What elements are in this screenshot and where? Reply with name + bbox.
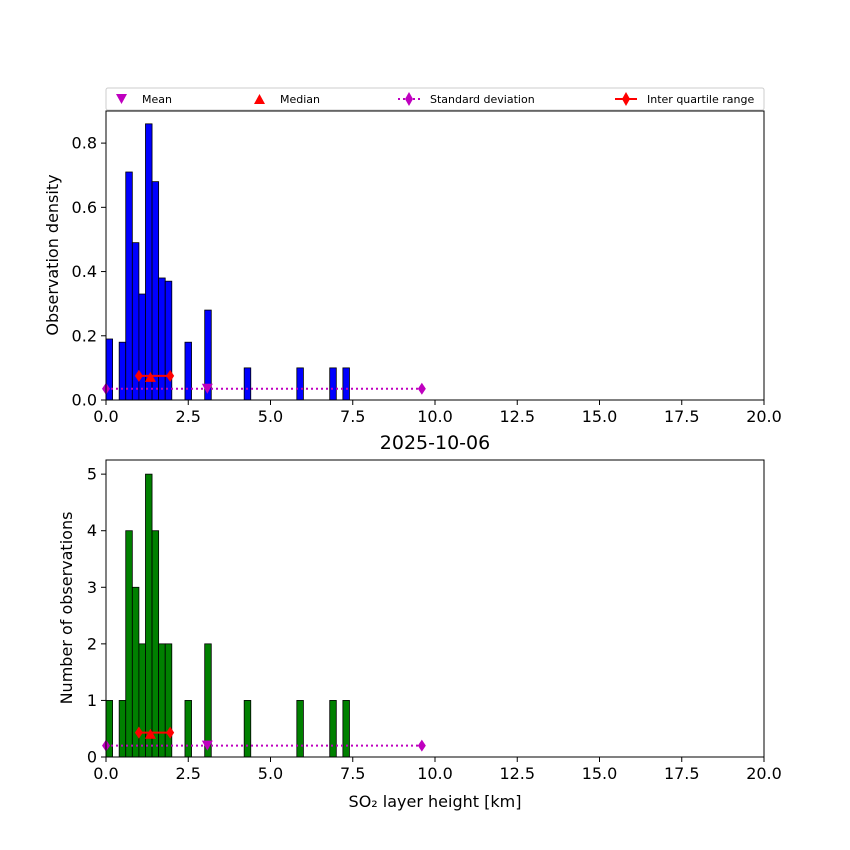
mean-marker-icon bbox=[116, 94, 127, 104]
bottom-ytick-label-1: 1 bbox=[87, 691, 97, 710]
top-bar-1 bbox=[118, 341, 127, 401]
legend-label-iqr: Inter quartile range bbox=[647, 93, 754, 106]
top-median-marker bbox=[144, 371, 156, 382]
top-bar-11 bbox=[243, 367, 252, 401]
top-bar-7 bbox=[158, 277, 166, 401]
bottom-xtick-label-3: 7.5 bbox=[340, 764, 365, 783]
bottom-bar-8 bbox=[164, 643, 173, 758]
top-xtick-label-1: 2.5 bbox=[176, 407, 201, 426]
top-xtick-label-6: 15.0 bbox=[582, 407, 618, 426]
top-std-diamond-1 bbox=[417, 382, 426, 395]
bottom-ytick-label-2: 2 bbox=[87, 634, 97, 653]
top-bar-5 bbox=[145, 123, 153, 401]
top-iqr-diamond-1 bbox=[166, 369, 175, 382]
top-y-axis-label: Observation density bbox=[43, 174, 62, 335]
top-ytick-label-1: 0.2 bbox=[72, 326, 97, 345]
bottom-bar-9 bbox=[184, 700, 192, 758]
top-panel: Observation density 0.0 2.5 5.0 7.5 10.0 12.5… bbox=[43, 110, 782, 426]
bottom-xtick-label-7: 17.5 bbox=[664, 764, 700, 783]
bottom-ytick-label-0: 0 bbox=[87, 748, 97, 767]
bottom-median-marker bbox=[144, 728, 156, 739]
bottom-xtick-label-1: 2.5 bbox=[176, 764, 201, 783]
bottom-ytick-label-4: 4 bbox=[87, 521, 97, 540]
legend-label-mean: Mean bbox=[142, 93, 172, 106]
legend-item-std: Standard deviation bbox=[398, 92, 535, 106]
top-ytick-label-0: 0.0 bbox=[72, 391, 97, 410]
bottom-bar-2 bbox=[125, 530, 133, 758]
bottom-bar-12 bbox=[296, 700, 304, 758]
legend-item-iqr: Inter quartile range bbox=[615, 92, 754, 106]
bottom-bar-13 bbox=[329, 700, 337, 758]
top-iqr-diamond-0 bbox=[134, 369, 143, 382]
iqr-diamond-icon bbox=[622, 92, 630, 106]
bottom-bar-7 bbox=[158, 643, 166, 758]
legend-frame bbox=[105, 87, 765, 111]
bottom-ytick-label-3: 3 bbox=[87, 578, 97, 597]
legend-label-std: Standard deviation bbox=[430, 93, 535, 106]
legend-label-median: Median bbox=[280, 93, 320, 106]
top-bar-6 bbox=[151, 181, 160, 401]
top-xtick-label-2: 5.0 bbox=[258, 407, 283, 426]
bottom-bar-6 bbox=[151, 530, 160, 758]
bottom-ytick-label-5: 5 bbox=[87, 465, 97, 484]
top-xtick-label-4: 10.0 bbox=[417, 407, 453, 426]
top-bar-13 bbox=[329, 367, 337, 401]
bottom-x-axis-label: SO₂ layer height [km] bbox=[349, 792, 522, 811]
bottom-xtick-label-8: 20.0 bbox=[746, 764, 782, 783]
bottom-std-diamond-1 bbox=[417, 739, 426, 752]
bottom-xtick-label-4: 10.0 bbox=[417, 764, 453, 783]
bottom-bar-10 bbox=[204, 643, 212, 758]
top-bar-8 bbox=[164, 280, 173, 401]
top-bar-9 bbox=[184, 341, 192, 401]
legend-item-mean: Mean bbox=[116, 93, 172, 106]
top-xtick-label-8: 20.0 bbox=[746, 407, 782, 426]
bottom-iqr-diamond-0 bbox=[134, 726, 143, 739]
top-mean-marker bbox=[201, 383, 213, 394]
top-ytick-label-3: 0.6 bbox=[72, 198, 97, 217]
bottom-panel-title: 2025-10-06 bbox=[380, 432, 490, 454]
top-bar-2 bbox=[125, 171, 133, 401]
bottom-xtick-label-5: 12.5 bbox=[499, 764, 535, 783]
bottom-y-axis-label: Number of observations bbox=[57, 512, 76, 705]
top-xtick-label-0: 0.0 bbox=[93, 407, 118, 426]
top-bar-14 bbox=[342, 367, 350, 401]
bottom-xtick-label-0: 0.0 bbox=[93, 764, 118, 783]
bottom-bar-4 bbox=[138, 643, 146, 758]
top-xtick-label-3: 7.5 bbox=[340, 407, 365, 426]
bottom-panel: 2025-10-06 Number of observations SO₂ la… bbox=[57, 432, 782, 811]
bottom-mean-marker bbox=[201, 740, 213, 751]
bottom-xtick-label-2: 5.0 bbox=[258, 764, 283, 783]
top-xtick-label-5: 12.5 bbox=[499, 407, 535, 426]
bottom-iqr-diamond-1 bbox=[166, 726, 175, 739]
top-ytick-label-4: 0.8 bbox=[72, 134, 97, 153]
median-marker-icon bbox=[254, 94, 265, 104]
top-bar-4 bbox=[138, 293, 146, 401]
bottom-bar-14 bbox=[342, 700, 350, 758]
bottom-bar-1 bbox=[118, 700, 127, 758]
legend: Mean Median Standard deviation Inter qua… bbox=[105, 87, 765, 111]
bottom-xtick-label-6: 15.0 bbox=[582, 764, 618, 783]
top-bar-12 bbox=[296, 367, 304, 401]
top-ytick-label-2: 0.4 bbox=[72, 262, 97, 281]
legend-item-median: Median bbox=[254, 93, 320, 106]
bottom-bar-5 bbox=[145, 473, 153, 758]
top-xtick-label-7: 17.5 bbox=[664, 407, 700, 426]
std-diamond-icon bbox=[405, 92, 413, 106]
bottom-bar-11 bbox=[243, 700, 252, 758]
